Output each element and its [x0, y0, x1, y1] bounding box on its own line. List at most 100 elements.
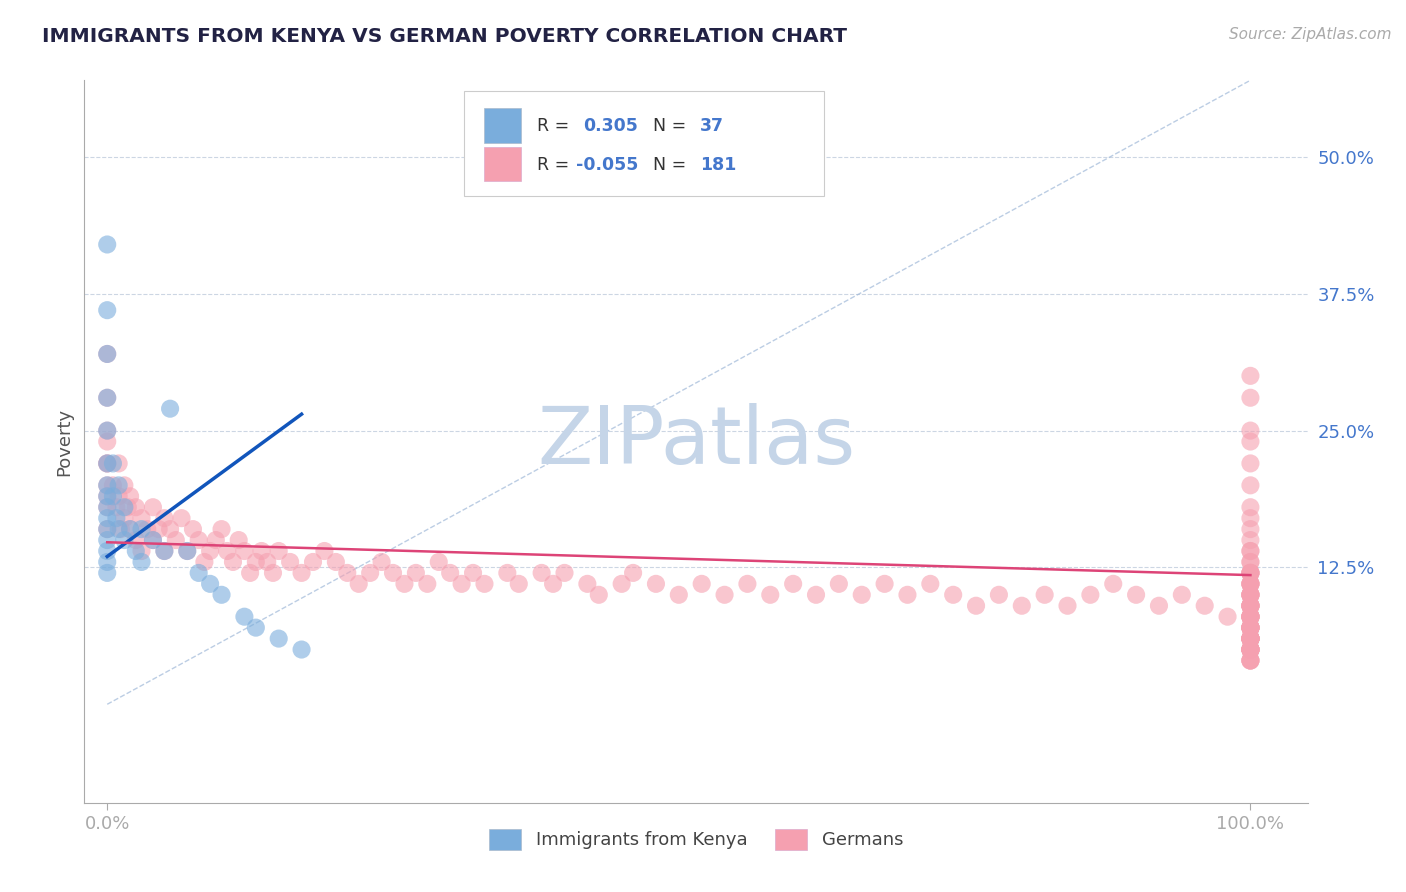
Point	[142, 533, 165, 547]
Point	[181, 522, 204, 536]
Point	[96, 522, 118, 536]
Point	[1239, 621, 1261, 635]
Point	[1239, 632, 1261, 646]
Point	[1239, 632, 1261, 646]
Point	[239, 566, 262, 580]
Point	[245, 555, 267, 569]
Point	[1239, 555, 1261, 569]
Point	[1239, 566, 1261, 580]
Point	[1239, 457, 1261, 471]
Point	[107, 522, 129, 536]
Point	[96, 457, 118, 471]
Point	[187, 566, 209, 580]
Point	[1239, 621, 1261, 635]
Point	[1239, 632, 1261, 646]
Point	[1147, 599, 1170, 613]
Point	[1239, 653, 1261, 667]
Legend: Immigrants from Kenya, Germans: Immigrants from Kenya, Germans	[479, 820, 912, 859]
Point	[1239, 577, 1261, 591]
Point	[96, 424, 118, 438]
Point	[96, 522, 118, 536]
Point	[101, 478, 124, 492]
Point	[1239, 653, 1261, 667]
Point	[136, 522, 159, 536]
Point	[782, 577, 804, 591]
Point	[668, 588, 690, 602]
Point	[1194, 599, 1216, 613]
Point	[1239, 588, 1261, 602]
Point	[1102, 577, 1125, 591]
Point	[1239, 621, 1261, 635]
Point	[1239, 632, 1261, 646]
Point	[170, 511, 193, 525]
Text: 0.305: 0.305	[583, 117, 638, 135]
Point	[439, 566, 461, 580]
Point	[96, 478, 118, 492]
Point	[1239, 434, 1261, 449]
Point	[474, 577, 496, 591]
Point	[427, 555, 450, 569]
Point	[193, 555, 215, 569]
Point	[120, 522, 142, 536]
Point	[1239, 599, 1261, 613]
Point	[1239, 544, 1261, 558]
Point	[96, 237, 118, 252]
Point	[250, 544, 273, 558]
Point	[1239, 588, 1261, 602]
Point	[96, 457, 118, 471]
Point	[828, 577, 851, 591]
Point	[105, 500, 128, 515]
Point	[1239, 533, 1261, 547]
Point	[325, 555, 347, 569]
Point	[450, 577, 472, 591]
Point	[1125, 588, 1147, 602]
Point	[1239, 599, 1261, 613]
Point	[1239, 632, 1261, 646]
Point	[153, 544, 176, 558]
Point	[1080, 588, 1102, 602]
Point	[1239, 621, 1261, 635]
Point	[187, 533, 209, 547]
Point	[176, 544, 198, 558]
Text: R =: R =	[537, 156, 575, 174]
Point	[107, 457, 129, 471]
Point	[153, 544, 176, 558]
Point	[96, 391, 118, 405]
Point	[96, 424, 118, 438]
Point	[112, 533, 135, 547]
Point	[112, 478, 135, 492]
Point	[1239, 632, 1261, 646]
Point	[96, 303, 118, 318]
Point	[314, 544, 336, 558]
Point	[142, 533, 165, 547]
Point	[125, 500, 148, 515]
Point	[1239, 566, 1261, 580]
Point	[416, 577, 439, 591]
Point	[461, 566, 484, 580]
Point	[1239, 632, 1261, 646]
Point	[125, 544, 148, 558]
Point	[1239, 544, 1261, 558]
Text: N =: N =	[654, 156, 692, 174]
Point	[96, 347, 118, 361]
Point	[1239, 588, 1261, 602]
Point	[1216, 609, 1239, 624]
Point	[1239, 599, 1261, 613]
Point	[896, 588, 918, 602]
Point	[1239, 642, 1261, 657]
Point	[148, 522, 170, 536]
Point	[1239, 632, 1261, 646]
FancyBboxPatch shape	[484, 147, 522, 181]
Point	[262, 566, 284, 580]
Point	[1239, 621, 1261, 635]
Point	[1239, 599, 1261, 613]
Point	[370, 555, 392, 569]
Point	[117, 500, 139, 515]
Point	[987, 588, 1010, 602]
Point	[713, 588, 735, 602]
Point	[1239, 599, 1261, 613]
Text: Source: ZipAtlas.com: Source: ZipAtlas.com	[1229, 27, 1392, 42]
Point	[131, 544, 153, 558]
Point	[1171, 588, 1194, 602]
Point	[1239, 642, 1261, 657]
